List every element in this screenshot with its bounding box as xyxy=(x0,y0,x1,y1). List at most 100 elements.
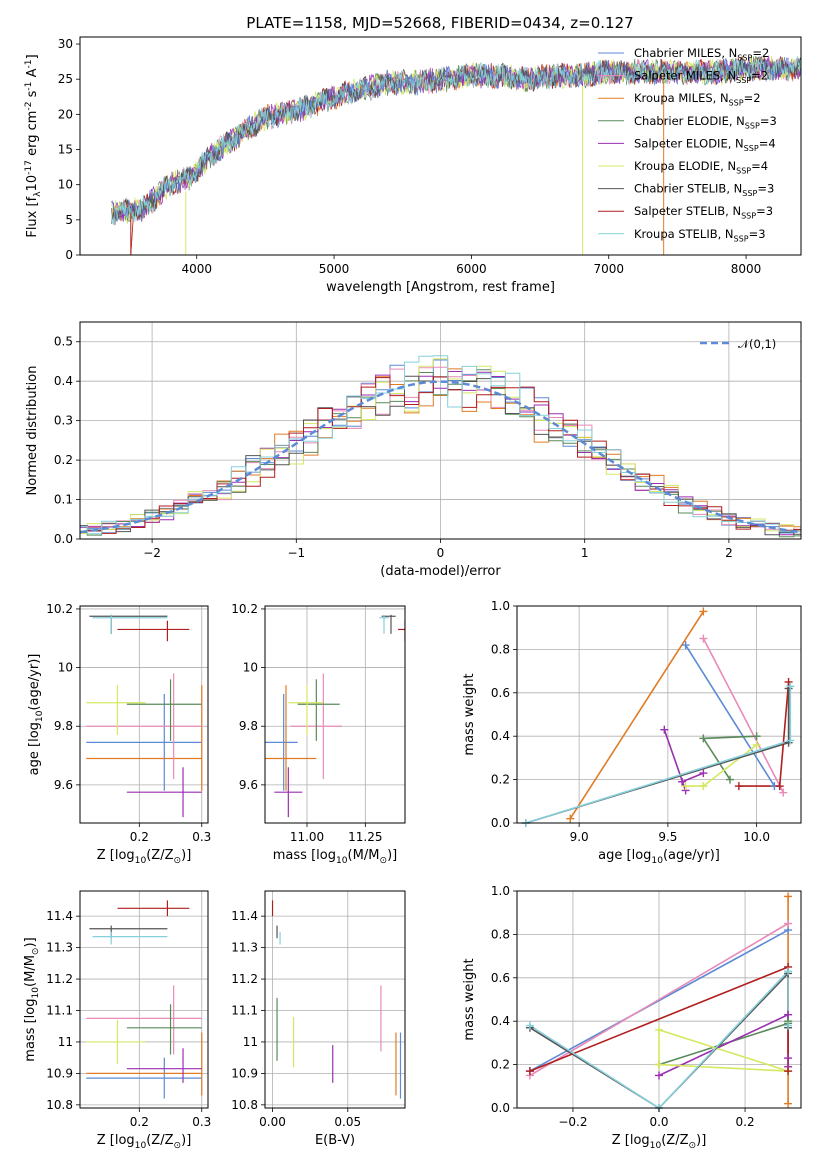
x-axis-label: wavelength [Angstrom, rest frame] xyxy=(326,280,555,295)
plot-area xyxy=(517,606,801,823)
plot-area xyxy=(80,606,208,823)
plot-marks xyxy=(271,900,402,1099)
label-fragment: ] xyxy=(25,54,40,59)
label-fragment: SSP xyxy=(744,144,759,153)
x-tick-label: 0.2 xyxy=(130,1115,149,1129)
y-tick-label: 10.2 xyxy=(231,602,258,616)
y-tick-label: 1.0 xyxy=(491,884,510,898)
x-tick-label: 1 xyxy=(581,546,589,560)
label-fragment: ⊙ xyxy=(689,1141,697,1151)
y-tick-label: 11.2 xyxy=(231,972,258,986)
label-fragment: λ xyxy=(33,191,43,197)
axes-residuals: 𝒩(0,1) −2 −1 0 1 2 0.0 0.1 0.2 0.3 0.4 0.5 (data-mod… xyxy=(25,321,802,579)
y-tick-label: 11.3 xyxy=(46,941,73,955)
label-fragment: mass weight xyxy=(462,673,477,755)
axes-frame xyxy=(79,890,209,1109)
label-fragment: 10 xyxy=(25,175,40,192)
x-tick-label: 11.00 xyxy=(290,830,324,844)
y-axis-label: age [log10(age/yr)] xyxy=(27,654,45,776)
x-tick-label: −0.2 xyxy=(558,1115,587,1129)
plot-marks xyxy=(111,55,801,255)
y-tick-label: 0.1 xyxy=(54,493,73,507)
axes-weight_vs_Z: −0.2 0.0 0.2 0.0 0.2 0.4 0.6 0.8 1.0 Z [log10(Z/Z… xyxy=(462,884,802,1151)
label-fragment: 𝒩(0,1) xyxy=(738,337,776,351)
y-tick-label: 0.8 xyxy=(491,927,510,941)
y-tick-label: 9.8 xyxy=(239,719,258,733)
x-tick-label: 4000 xyxy=(181,262,212,276)
label-fragment: (Z/Z xyxy=(661,1133,688,1148)
plot-marks xyxy=(86,900,203,1099)
label-fragment: ⊙ xyxy=(174,856,182,866)
y-tick-label: 0.4 xyxy=(54,374,73,388)
label-fragment: )] xyxy=(696,1133,706,1148)
label-fragment: =4 xyxy=(751,159,768,173)
label-fragment: Kroupa STELIB, N xyxy=(634,227,734,241)
y-tick-label: 20 xyxy=(58,107,73,121)
label-fragment: (M/M xyxy=(348,848,380,863)
weight-line-kroupa_miles xyxy=(569,610,705,820)
y-tick-label: 11.4 xyxy=(231,909,258,923)
label-fragment: erg cm xyxy=(25,111,40,160)
y-tick-label: 11.1 xyxy=(46,1004,73,1018)
label-fragment: SSP xyxy=(745,121,760,130)
label-fragment: SSP xyxy=(729,99,744,108)
label-fragment: age [log xyxy=(27,722,42,775)
label-fragment: )] xyxy=(181,848,191,863)
x-axis-label: mass [log10(M/M⊙)] xyxy=(273,848,397,866)
label-fragment: )] xyxy=(387,848,397,863)
y-tick-label: 11.3 xyxy=(231,941,258,955)
x-tick-label: 2 xyxy=(725,546,733,560)
y-tick-label: 11 xyxy=(243,1035,258,1049)
y-tick-label: 10 xyxy=(243,661,258,675)
y-tick-label: 10.2 xyxy=(46,602,73,616)
label-fragment: SSP xyxy=(741,212,756,221)
y-tick-label: 0.0 xyxy=(54,532,73,546)
label-fragment: 10 xyxy=(35,710,45,722)
label-fragment: Salpeter MILES, N xyxy=(634,69,736,83)
label-fragment: Chabrier MILES, N xyxy=(634,46,737,60)
y-tick-label: 0.4 xyxy=(491,1014,510,1028)
y-tick-label: 10.9 xyxy=(231,1066,258,1080)
y-tick-label: 0.2 xyxy=(54,453,73,467)
gaussian-curve xyxy=(80,380,801,534)
label-fragment: ⊙ xyxy=(379,856,387,866)
y-tick-label: 30 xyxy=(58,37,73,51)
label-fragment: =3 xyxy=(756,204,773,218)
label-fragment: -17 xyxy=(24,160,34,175)
x-tick-label: −1 xyxy=(287,546,305,560)
legend-label-kroupa_miles: Kroupa MILES, NSSP=2 xyxy=(634,91,761,107)
y-tick-label: 5 xyxy=(65,213,73,227)
axes-frame xyxy=(79,605,209,824)
histogram-chabrier_miles xyxy=(80,359,801,534)
legend-label-chabrier_miles: Chabrier MILES, NSSP=2 xyxy=(634,46,769,62)
x-tick-label: 9.0 xyxy=(570,830,589,844)
y-tick-label: 10 xyxy=(58,178,73,192)
label-fragment: Flux [f xyxy=(25,196,40,237)
x-tick-label: 6000 xyxy=(456,262,487,276)
plot-marks xyxy=(80,355,801,538)
x-axis-label: age [log10(age/yr)] xyxy=(598,848,720,866)
label-fragment: Chabrier STELIB, N xyxy=(634,182,742,196)
y-axis-label: mass weight xyxy=(462,958,477,1040)
label-fragment: SSP xyxy=(742,189,757,198)
label-fragment: SSP xyxy=(734,234,749,243)
x-tick-label: −2 xyxy=(143,546,161,560)
legend-label-kroupa_elodie: Kroupa ELODIE, NSSP=4 xyxy=(634,159,768,175)
histogram-salpeter_stelib xyxy=(80,376,801,534)
y-tick-label: 10 xyxy=(58,661,73,675)
label-fragment: Salpeter STELIB, N xyxy=(634,204,741,218)
label-fragment: SSP xyxy=(736,166,751,175)
x-tick-label: 5000 xyxy=(319,262,350,276)
plot-area xyxy=(80,891,208,1108)
label-fragment: Chabrier ELODIE, N xyxy=(634,114,745,128)
spectrum-line-kroupa_stelib xyxy=(111,56,801,226)
label-fragment: Normed distribution xyxy=(25,366,40,496)
label-fragment: =2 xyxy=(751,69,768,83)
x-tick-label: 0.00 xyxy=(259,1115,286,1129)
y-tick-label: 11.1 xyxy=(231,1004,258,1018)
label-fragment: =3 xyxy=(749,227,766,241)
